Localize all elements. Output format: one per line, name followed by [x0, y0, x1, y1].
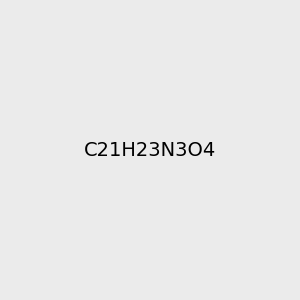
Text: C21H23N3O4: C21H23N3O4: [84, 140, 216, 160]
